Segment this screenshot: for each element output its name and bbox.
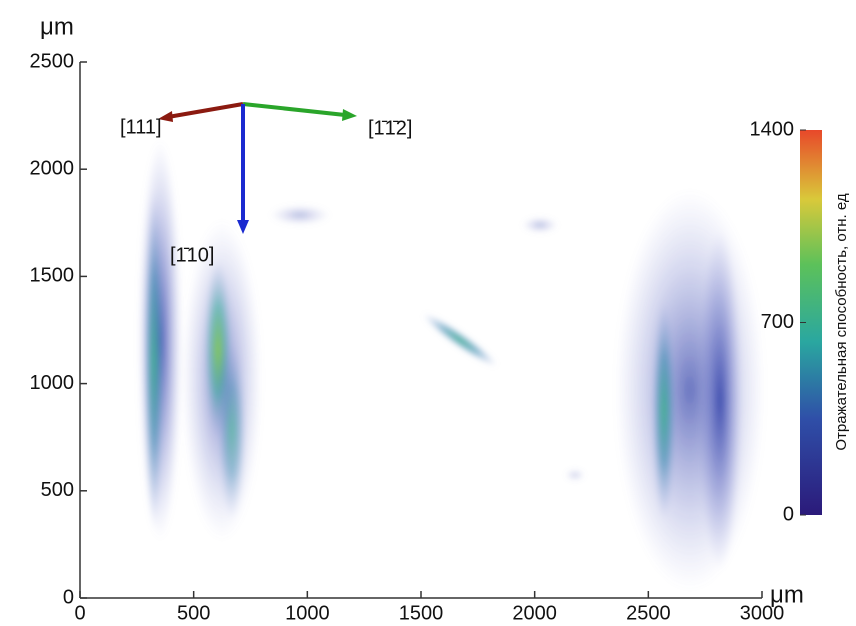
x-axis-label: μm <box>770 581 804 608</box>
x-tick-label: 1500 <box>399 602 444 624</box>
x-tick-label: 0 <box>74 602 85 624</box>
y-axis-label: μm <box>40 13 74 40</box>
x-tick-label: 500 <box>177 602 210 624</box>
x-tick-label: 3000 <box>740 602 785 624</box>
colorbar-tick-label: 0 <box>783 503 794 525</box>
density-image <box>138 140 765 590</box>
y-tick-label: 2000 <box>30 157 75 179</box>
annotation: [1̄10] <box>170 244 214 266</box>
colorbar <box>800 130 822 515</box>
x-tick-label: 2500 <box>626 602 671 624</box>
colorbar-label: Отражательная способность, отн. ед <box>833 193 850 451</box>
y-tick-label: 500 <box>41 479 74 501</box>
crystal-axes <box>158 102 357 234</box>
y-tick-label: 0 <box>63 586 74 608</box>
x-tick-label: 1000 <box>285 602 330 624</box>
annotation: [1̄1̄2] <box>368 117 412 139</box>
y-tick-label: 1000 <box>30 372 75 394</box>
y-tick-label: 1500 <box>30 265 75 287</box>
colorbar-tick-label: 700 <box>761 311 794 333</box>
x-tick-label: 2000 <box>512 602 557 624</box>
annotation: [111] <box>120 116 162 138</box>
colorbar-tick-label: 1400 <box>750 118 795 140</box>
y-tick-label: 2500 <box>30 50 75 72</box>
